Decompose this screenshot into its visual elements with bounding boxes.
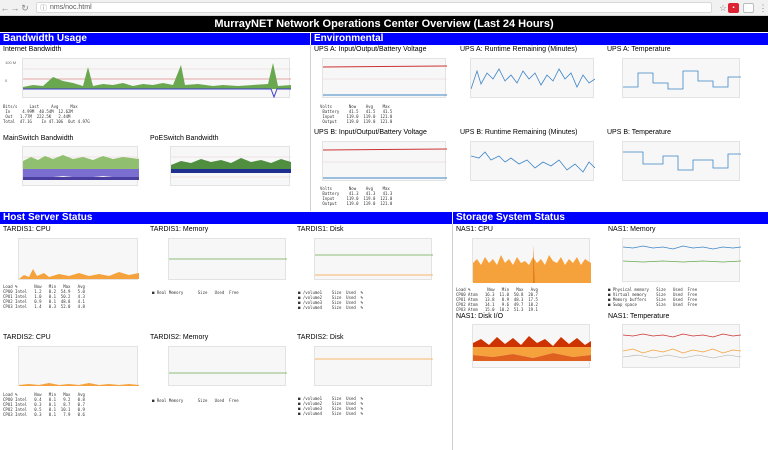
graph-title: TARDIS2: Memory [150, 334, 209, 341]
address-bar[interactable]: ⓘ nms/noc.html [36, 2, 712, 13]
nas1-memory-legend: ■ Physical memory Size Used Free ■ Virtu… [608, 287, 698, 307]
forward-button[interactable]: → [10, 2, 20, 13]
mainswitch-bandwidth-graph [22, 146, 139, 186]
section-bandwidth: Bandwidth Usage [0, 33, 310, 45]
upsb-runtime-graph [470, 141, 595, 181]
upsb-voltage-graph [322, 141, 447, 181]
tardis1-cpu-graph [18, 238, 139, 280]
reload-button[interactable]: ↻ [21, 2, 29, 13]
graph-title: TARDIS1: Disk [297, 226, 344, 233]
tardis2-cpu-legend: Load % Now Min Max Avg CPU0 Intel 0.4 0.… [3, 392, 85, 417]
section-storage: Storage System Status [453, 212, 768, 224]
tardis2-memory-legend: ■ Real Memory Size Used Free [152, 398, 239, 403]
bookmark-star-icon[interactable]: ☆ [718, 2, 728, 13]
tardis1-cpu-legend: Load % Now Min Max Avg CPU0 Intel 1.2 0.… [3, 284, 85, 309]
nas1-cpu-graph [472, 238, 591, 283]
tardis1-memory-graph [168, 238, 287, 280]
graph-title: TARDIS1: CPU [3, 226, 51, 233]
graph-title: UPS A: Runtime Remaining (Minutes) [460, 46, 578, 53]
upsa-voltage-graph [322, 58, 447, 98]
upsb-voltage-legend: Volts Now Avg Max Battery 41.3 41.3 41.3… [320, 186, 393, 206]
page-title: MurrayNET Network Operations Center Over… [0, 16, 768, 32]
graph-title: UPS A: Input/Output/Battery Voltage [314, 46, 427, 53]
back-button[interactable]: ← [0, 2, 10, 13]
divider [452, 224, 453, 450]
upsa-temperature-graph [622, 58, 741, 98]
graph-title: UPS B: Input/Output/Battery Voltage [314, 129, 427, 136]
nas1-cpu-legend: Load % Now Min Max Avg CPU0 Atom 16.3 11… [456, 287, 538, 312]
nas1-memory-graph [622, 238, 741, 282]
section-host: Host Server Status [0, 212, 452, 224]
extension-icon[interactable]: ▪ [728, 2, 739, 13]
graph-title: NAS1: Disk I/O [456, 313, 504, 320]
graph-title: PoESwitch Bandwidth [150, 135, 219, 142]
nas1-disk-io-graph [472, 324, 591, 368]
divider [310, 45, 311, 211]
tardis2-disk-graph [314, 346, 433, 386]
graph-title: MainSwitch Bandwidth [3, 135, 74, 142]
graph-title: TARDIS1: Memory [150, 226, 209, 233]
internet-bandwidth-graph [22, 58, 291, 99]
graph-title: NAS1: Temperature [608, 313, 670, 320]
tardis1-disk-legend: ■ /volume1 Size Used % ■ /volume2 Size U… [298, 290, 364, 310]
internet-legend: Bits/s Last Avg Max In 4.99M 40.54M 12.6… [3, 104, 90, 124]
tardis2-cpu-graph [18, 346, 139, 386]
url-text: nms/noc.html [50, 4, 92, 11]
poeswitch-bandwidth-graph [170, 146, 291, 186]
browser-toolbar: ← → ↻ ⓘ nms/noc.html ☆ ▪ ⋮ [0, 0, 768, 16]
section-environmental: Environmental [311, 33, 768, 45]
graph-title: TARDIS2: CPU [3, 334, 51, 341]
graph-title: NAS1: Memory [608, 226, 656, 233]
tardis2-disk-legend: ■ /volume1 Size Used % ■ /volume2 Size U… [298, 396, 364, 416]
graph-title: UPS B: Runtime Remaining (Minutes) [460, 129, 578, 136]
tardis1-memory-legend: ■ Real Memory Size Used Free [152, 290, 239, 295]
menu-icon[interactable]: ⋮ [758, 2, 768, 13]
extension-icon-2[interactable] [743, 2, 754, 13]
upsa-voltage-legend: Volts Now Avg Max Battery 41.5 41.5 41.5… [320, 104, 393, 124]
upsa-runtime-graph [470, 58, 595, 98]
info-icon: ⓘ [40, 4, 47, 12]
graph-title: Internet Bandwidth [3, 46, 62, 53]
upsb-temperature-graph [622, 141, 741, 181]
nas1-temperature-graph [622, 324, 741, 368]
tardis2-memory-graph [168, 346, 287, 386]
graph-title: UPS B: Temperature [607, 129, 672, 136]
graph-title: TARDIS2: Disk [297, 334, 344, 341]
graph-title: NAS1: CPU [456, 226, 493, 233]
graph-title: UPS A: Temperature [607, 46, 671, 53]
tardis1-disk-graph [314, 238, 433, 280]
